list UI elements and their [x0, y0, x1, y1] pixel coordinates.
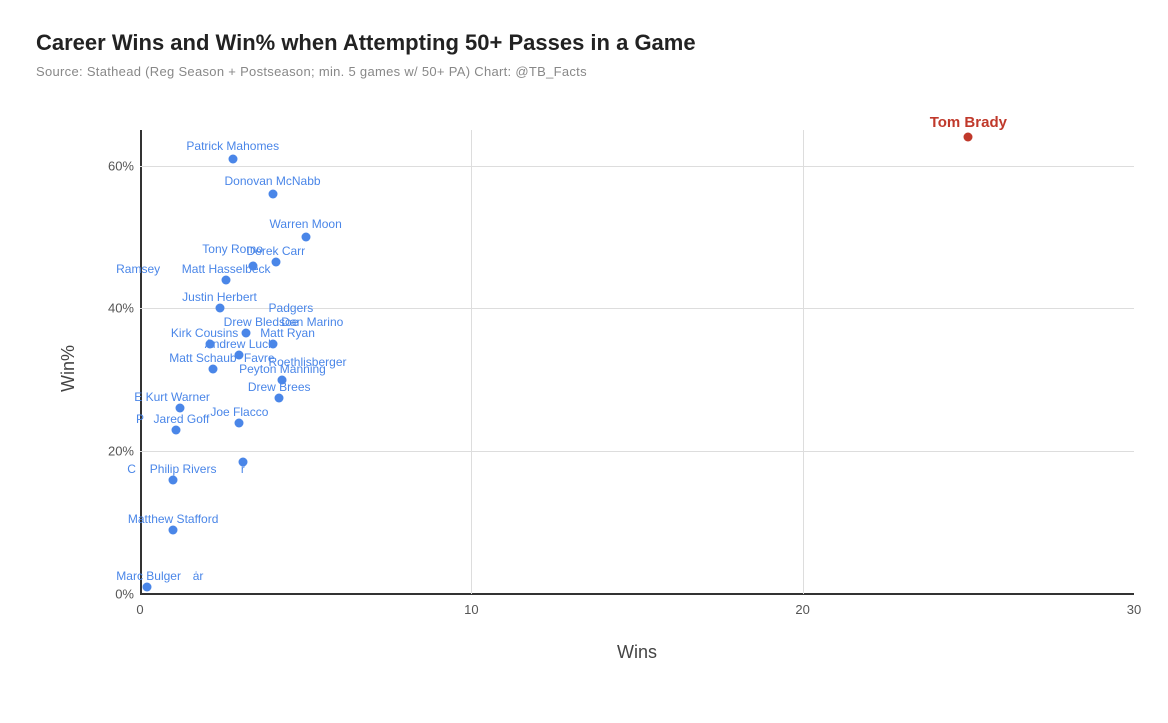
data-point	[275, 393, 284, 402]
data-point	[235, 418, 244, 427]
data-label: Warren Moon	[270, 217, 342, 231]
data-label: C	[127, 462, 136, 476]
data-label: Ramsey	[116, 262, 160, 276]
data-point	[271, 258, 280, 267]
data-point	[169, 525, 178, 534]
data-label: Matthew Stafford	[128, 512, 219, 526]
y-axis-title: Win%	[58, 345, 79, 392]
y-tick-label: 60%	[100, 158, 134, 173]
data-point	[222, 275, 231, 284]
data-label: Joe Flacco	[210, 405, 268, 419]
data-label: Donovan McNabb	[225, 174, 321, 188]
data-label: r	[241, 462, 245, 476]
y-tick-label: 0%	[100, 587, 134, 602]
data-point	[964, 133, 973, 142]
y-tick-label: 40%	[100, 301, 134, 316]
data-label: Kurt Warner	[146, 390, 210, 404]
x-tick-label: 30	[1127, 602, 1141, 617]
plot-area: Tom BradyPatrick MahomesDonovan McNabbWa…	[140, 130, 1134, 594]
data-label: Tony Romo	[202, 242, 263, 256]
data-label: Padgers	[269, 301, 314, 315]
data-point	[301, 233, 310, 242]
data-label: ȧr	[193, 569, 204, 583]
data-label: Drew Brees	[248, 380, 311, 394]
data-point	[172, 425, 181, 434]
chart-container: Career Wins and Win% when Attempting 50+…	[0, 0, 1168, 723]
x-tick-label: 20	[795, 602, 809, 617]
vgrid-line	[803, 130, 804, 594]
data-label: Philip Rivers	[150, 462, 217, 476]
data-label: Andrew Luck	[205, 337, 274, 351]
data-label: Matt Hasselbeck	[182, 262, 271, 276]
hgrid-line	[140, 166, 1134, 167]
data-point	[142, 582, 151, 591]
data-point	[228, 154, 237, 163]
data-point	[215, 304, 224, 313]
chart-subtitle: Source: Stathead (Reg Season + Postseaso…	[36, 64, 1132, 79]
data-point	[268, 190, 277, 199]
x-axis-line	[140, 593, 1134, 595]
data-label: P	[136, 412, 144, 426]
data-point	[169, 475, 178, 484]
x-tick-label: 10	[464, 602, 478, 617]
data-point	[208, 365, 217, 374]
vgrid-line	[471, 130, 472, 594]
data-label: Tom Brady	[930, 114, 1007, 131]
data-label: E	[134, 390, 142, 404]
plot-inner: Tom BradyPatrick MahomesDonovan McNabbWa…	[140, 130, 1134, 594]
chart-title: Career Wins and Win% when Attempting 50+…	[36, 30, 1132, 56]
data-label: Marc Bulger	[116, 569, 181, 583]
data-label: Justin Herbert	[182, 290, 257, 304]
data-label: Patrick Mahomes	[186, 139, 279, 153]
y-tick-label: 20%	[100, 444, 134, 459]
data-label: Peyton Manning	[239, 362, 326, 376]
data-label: Jared Goff	[154, 412, 210, 426]
x-axis-title: Wins	[617, 642, 657, 663]
x-tick-label: 0	[136, 602, 143, 617]
hgrid-line	[140, 451, 1134, 452]
data-label: Matt Schaub	[169, 351, 236, 365]
